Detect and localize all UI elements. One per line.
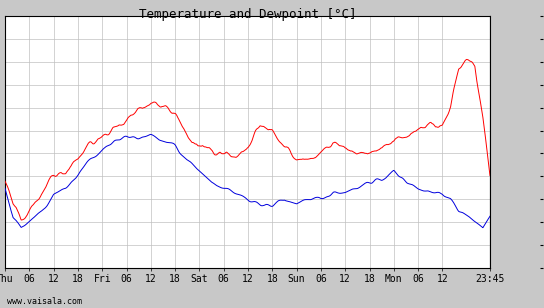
Text: www.vaisala.com: www.vaisala.com — [7, 297, 82, 306]
Text: Temperature and Dewpoint [°C]: Temperature and Dewpoint [°C] — [139, 8, 356, 21]
